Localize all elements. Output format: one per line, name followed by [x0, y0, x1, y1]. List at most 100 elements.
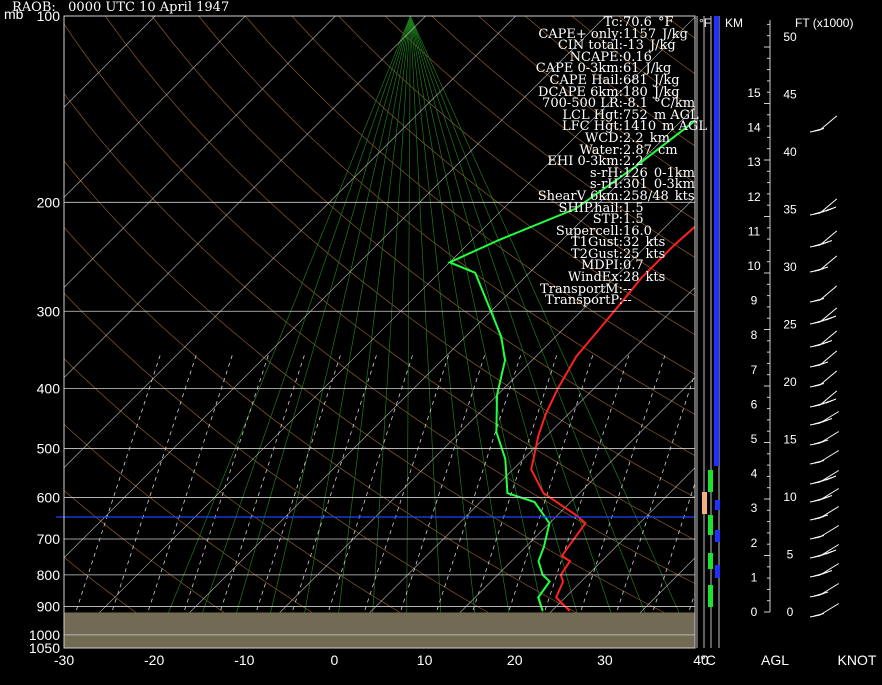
param-row: MDPI:0.7 [498, 260, 735, 273]
barb-flag [817, 514, 829, 519]
param-row: LCL Hgt:752 m AGL [498, 109, 735, 122]
moisture-bar [708, 585, 713, 607]
barb-staff [819, 198, 838, 214]
wind-barb [809, 230, 838, 248]
x-tick-label: 30 [597, 652, 613, 668]
param-value: 2.87 [623, 142, 652, 158]
param-row: s-rH:301 0-3km [498, 177, 735, 193]
moist-adiabat [334, 16, 411, 648]
param-value: 25 [623, 246, 640, 262]
mixing-ratio-line [532, 352, 631, 648]
param-name: TransportP: [545, 293, 623, 309]
cloud-bar [702, 492, 707, 514]
isotherm [64, 16, 246, 198]
isotherm [64, 16, 66, 18]
moist-adiabat [261, 16, 411, 648]
km-label: 5 [751, 432, 758, 446]
barb-flag [817, 361, 829, 366]
parameter-table: Tc:70.6 °F CAPE+ only:1157 J/kg CIN total:-1… [498, 15, 735, 309]
mixing-ratio-line [135, 352, 234, 648]
param-unit: °C/km [654, 96, 696, 112]
param-name: CAPE Hail: [549, 72, 624, 88]
param-value: -- [623, 281, 632, 297]
ft-label: 20 [783, 375, 797, 389]
y-axis-label: mb [4, 6, 24, 22]
param-unit: J/kg [653, 72, 680, 88]
param-row: WindEx:28 kts [498, 271, 735, 284]
param-value: 2.2 [623, 154, 644, 170]
barb-staff [819, 285, 838, 301]
mixing-ratio-line [171, 352, 270, 648]
param-unit: J/kg [662, 26, 688, 42]
param-unit: kts [645, 235, 666, 251]
barb-flag [817, 591, 829, 596]
x-tick-label: -30 [54, 652, 74, 668]
moist-adiabat [409, 16, 443, 648]
param-name: CAPE+ only: [538, 26, 623, 42]
param-row: TransportP:-- [498, 293, 735, 309]
param-value: 2.2 [623, 130, 644, 146]
param-unit: kts [645, 246, 666, 262]
dry-adiabat [244, 16, 695, 375]
barb-staff [819, 350, 838, 366]
param-row: DCAPE 6km:180 J/kg [498, 86, 735, 99]
barb-flag [821, 495, 833, 500]
barb-staff [819, 450, 840, 463]
moisture-bar [708, 515, 713, 535]
param-value: 301 [623, 177, 648, 193]
barb-staff [819, 525, 840, 538]
moist-adiabat [298, 16, 411, 648]
profile-line [447, 119, 695, 612]
dry-adiabat [64, 160, 695, 629]
km-label: 3 [751, 501, 758, 515]
param-row: Water:2.87 cm [498, 142, 735, 158]
param-unit: km [649, 130, 670, 146]
moist-adiabat [409, 16, 480, 648]
param-value: 681 [623, 72, 648, 88]
ft-label: 35 [783, 203, 797, 217]
wind-barb [809, 525, 840, 540]
mixing-ratio-line [496, 352, 595, 648]
chart-title: RAOB: 0000 UTC 10 April 1947 [12, 0, 230, 15]
moist-adiabat [409, 16, 516, 648]
barb-flag [817, 439, 829, 444]
mixing-ratio-line [316, 352, 414, 648]
param-unit: 0-1km [653, 165, 695, 181]
barb-flag [825, 398, 837, 404]
wind-barb [809, 350, 838, 368]
lift-bar [715, 500, 720, 510]
km-label: 8 [751, 328, 758, 342]
moist-adiabat [189, 16, 411, 648]
wind-barb [809, 563, 840, 578]
barb-flag [825, 549, 837, 555]
param-row: CIN total:-13 J/kg [498, 39, 735, 52]
isotherm [334, 287, 695, 648]
param-name: STP: [592, 212, 623, 228]
param-name: CAPE 0-3km: [535, 61, 623, 77]
param-name: s-rH: [590, 177, 623, 193]
param-name: Tc: [603, 15, 623, 30]
ft-label: 50 [783, 30, 797, 44]
wind-barb [809, 285, 838, 303]
wind-barb [809, 255, 838, 273]
param-name: Supercell: [555, 223, 623, 239]
km-label: 13 [747, 155, 761, 169]
x-tick-label: -20 [144, 652, 164, 668]
barb-flag [825, 315, 837, 321]
dry-adiabat [151, 16, 695, 456]
isotherm [64, 16, 426, 378]
barb-flag [813, 383, 825, 387]
ft-label: 5 [787, 548, 794, 562]
param-row: NCAPE:0.16 [498, 51, 735, 64]
ground-shading [64, 612, 695, 648]
ft-label: 0 [787, 605, 794, 619]
moisture-bar [708, 470, 713, 492]
lift-bar [714, 16, 719, 466]
isotherm [514, 467, 695, 648]
km-label: 1 [751, 570, 758, 584]
param-row: TransportM:-- [498, 281, 735, 297]
ft-label: 45 [783, 88, 797, 102]
barb-flag [821, 570, 833, 575]
lift-bar [715, 530, 720, 542]
